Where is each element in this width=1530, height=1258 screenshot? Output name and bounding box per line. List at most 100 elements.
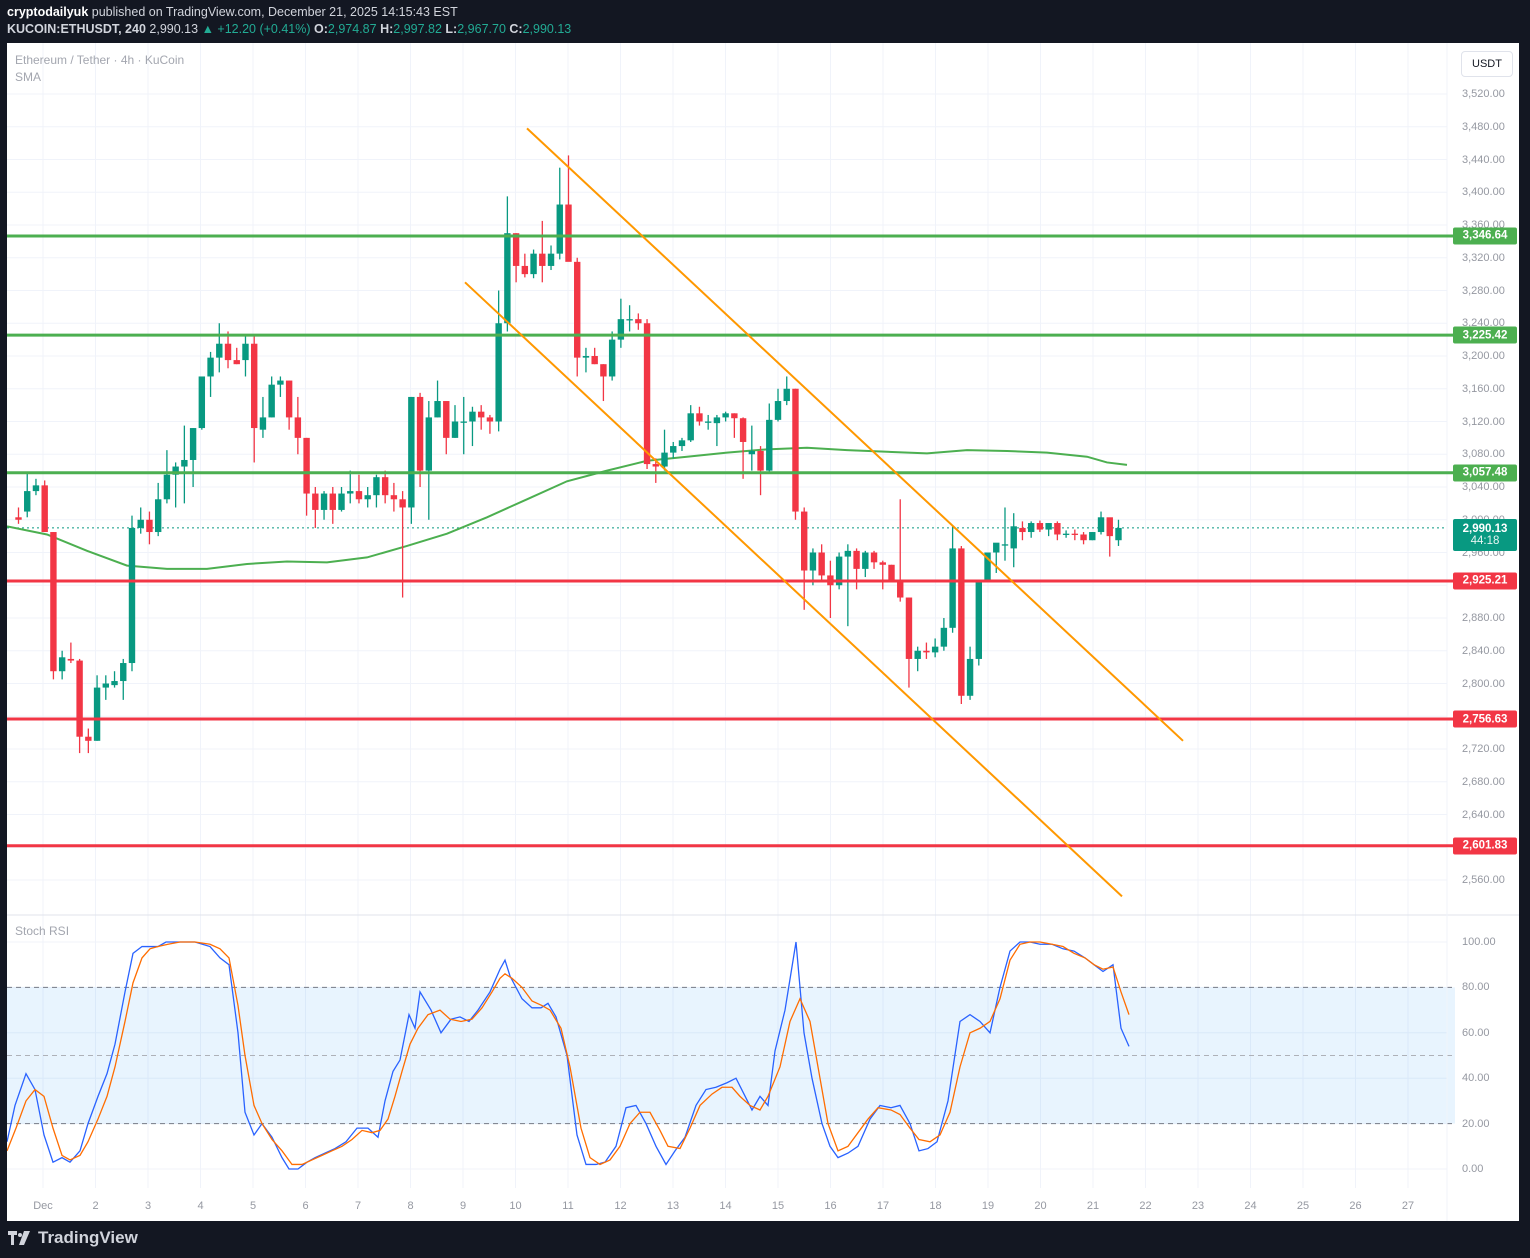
candle	[24, 472, 31, 518]
candle	[137, 507, 144, 534]
chart-canvas[interactable]	[7, 43, 1519, 1221]
candle	[1080, 532, 1087, 545]
candle	[530, 249, 537, 279]
low-value: 2,967.70	[457, 22, 506, 36]
candle	[722, 411, 729, 422]
candle	[792, 388, 799, 520]
open-label: O:	[314, 22, 328, 36]
candle	[355, 474, 363, 504]
candle	[294, 396, 302, 455]
candle	[1045, 523, 1052, 537]
candle	[443, 401, 450, 455]
currency-button[interactable]: USDT	[1461, 51, 1513, 77]
date-tick: Dec	[33, 1200, 53, 1212]
candle	[189, 428, 197, 487]
level-price-label: 3,346.64	[1453, 227, 1517, 245]
candle	[469, 406, 476, 447]
symbol: KUCOIN:ETHUSDT, 240	[7, 22, 146, 36]
candle	[451, 405, 459, 438]
level-price-label: 3,225.42	[1453, 326, 1517, 344]
sma-legend[interactable]: SMA	[15, 70, 42, 84]
date-tick: 27	[1401, 1200, 1415, 1212]
candle	[181, 425, 188, 504]
candle	[338, 487, 345, 512]
price-tick: 3,400.00	[1462, 186, 1505, 199]
candle	[268, 376, 275, 418]
symbol-info: KUCOIN:ETHUSDT, 240 2,990.13 ▲ +12.20 (+…	[7, 22, 571, 36]
date-tick: 26	[1349, 1200, 1362, 1212]
candle	[862, 550, 869, 578]
candle	[1019, 521, 1026, 541]
candle	[224, 331, 232, 369]
candle	[958, 545, 965, 704]
publisher-name[interactable]: cryptodailyuk	[7, 5, 89, 19]
date-tick: 23	[1191, 1200, 1205, 1212]
candle	[1027, 521, 1035, 538]
candle	[425, 401, 433, 520]
level-price-label: 3,057.48	[1453, 464, 1517, 482]
candle	[870, 550, 878, 569]
stoch-tick: 80.00	[1462, 981, 1490, 994]
candle	[93, 675, 101, 741]
stoch-tick: 100.00	[1462, 936, 1496, 948]
price-tick: 3,200.00	[1462, 350, 1505, 362]
level-price-label: 2,601.83	[1453, 837, 1517, 855]
stoch-d-line	[7, 941, 1130, 1166]
publish-info: cryptodailyuk published on TradingView.c…	[7, 5, 458, 19]
date-tick: 20	[1034, 1200, 1047, 1212]
date-tick: 5	[249, 1200, 257, 1212]
high-value: 2,997.82	[393, 22, 442, 36]
date-tick: 10	[509, 1200, 522, 1212]
candle	[757, 446, 764, 496]
candle	[661, 429, 668, 471]
last-price: 2,990.13	[149, 22, 199, 36]
close-value: 2,990.13	[522, 22, 572, 36]
brand-name: TradingView	[38, 1228, 138, 1247]
date-tick: 14	[719, 1200, 732, 1212]
candle	[713, 414, 721, 447]
current-price-label: 2,990.13 44:18	[1453, 518, 1517, 551]
stoch-rsi-legend[interactable]: Stoch RSI	[15, 924, 70, 938]
chart-panel[interactable]: Ethereum / Tether · 4h · KuCoin SMA Stoc…	[7, 43, 1519, 1221]
candle	[163, 450, 171, 504]
price-tick: 2,720.00	[1462, 743, 1505, 755]
candle	[1071, 529, 1079, 541]
date-tick: 16	[824, 1200, 837, 1212]
candle	[914, 646, 921, 672]
current-price: 2,990.13	[1462, 522, 1508, 535]
price-tick: 2,840.00	[1462, 644, 1505, 657]
stoch-tick: 0.00	[1462, 1163, 1484, 1175]
candle	[993, 542, 1000, 573]
open-value: 2,974.87	[327, 22, 377, 36]
candle	[242, 335, 249, 377]
price-tick: 3,120.00	[1462, 415, 1505, 428]
candle	[801, 507, 808, 610]
candle	[984, 552, 991, 582]
candle	[774, 388, 782, 422]
candle	[381, 470, 389, 504]
candle	[827, 560, 834, 618]
candle	[565, 155, 572, 262]
bar-countdown: 44:18	[1470, 534, 1500, 547]
candle	[172, 462, 179, 508]
candle	[643, 319, 651, 469]
candle	[146, 511, 153, 545]
candle	[477, 405, 485, 430]
date-tick: 21	[1086, 1200, 1100, 1212]
candle	[320, 491, 328, 520]
candle	[897, 499, 904, 602]
candle	[486, 414, 494, 434]
candle	[582, 347, 590, 373]
tradingview-logo-icon	[8, 1231, 30, 1245]
candle	[154, 482, 162, 537]
tradingview-logo[interactable]: TradingView	[8, 1228, 138, 1248]
candle	[844, 544, 852, 627]
candle	[15, 507, 22, 524]
price-change: ▲ +12.20 (+0.41%)	[201, 22, 311, 36]
candle	[32, 478, 40, 496]
price-tick: 3,520.00	[1462, 88, 1505, 100]
candle	[1036, 520, 1044, 533]
candle	[783, 376, 790, 406]
price-tick: 3,160.00	[1462, 382, 1505, 395]
price-tick: 2,560.00	[1462, 874, 1505, 886]
